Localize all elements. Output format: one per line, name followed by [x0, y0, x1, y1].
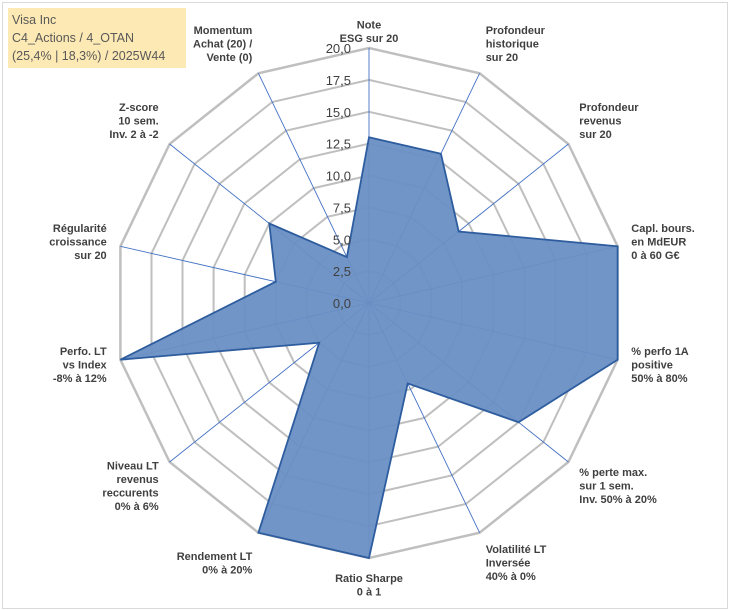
tick-label: 17,5	[326, 73, 351, 88]
axis-label: Niveau LT revenus reccurents 0% à 6%	[102, 461, 159, 514]
axis-label: Momentum Achat (20) / Vente (0)	[193, 25, 253, 64]
axis-label: Rendement LT 0% à 20%	[177, 551, 253, 577]
axis-label: Note ESG sur 20	[340, 20, 399, 46]
radar-series-area	[119, 136, 619, 560]
axis-label: Profondeur historique sur 20	[486, 25, 546, 64]
tick-label: 10,0	[326, 169, 351, 184]
tick-label: 12,5	[326, 137, 351, 152]
tick-label: 0,0	[333, 296, 351, 311]
tick-label: 20,0	[326, 41, 351, 56]
tick-label: 5,0	[333, 232, 351, 247]
axis-label: Profondeur revenus sur 20	[579, 102, 639, 141]
title-stats: (25,4% | 18,3%) / 2025W44	[12, 49, 166, 63]
title-company: Visa Inc	[12, 13, 57, 27]
axis-label: Perfo. LT vs Index -8% à 12%	[53, 346, 108, 385]
tick-label: 15,0	[326, 105, 351, 120]
axis-label: Ratio Sharpe 0 à 1	[335, 573, 403, 599]
axis-label: % perfo 1A positive 50% à 80%	[631, 346, 689, 385]
axis-label: Régularité croissance sur 20	[49, 223, 106, 262]
tick-label: 7,5	[333, 200, 351, 215]
axis-labels: Note ESG sur 20 Profondeur historique sur 20…	[49, 20, 695, 599]
tick-label: 2,5	[333, 264, 351, 279]
axis-label: Capl. bours. en MdEUR 0 à 60 G€	[631, 223, 695, 262]
radial-tick-labels: 0,0 2,5 5,0 7,5 10,0 12,5 15,0 17,5 20,0	[326, 41, 351, 311]
title-category: C4_Actions / 4_OTAN	[12, 31, 135, 45]
chart-title-box: Visa Inc C4_Actions / 4_OTAN (25,4% | 18…	[8, 8, 186, 68]
axis-label: % perte max. sur 1 sem. Inv. 50% à 20%	[579, 467, 657, 506]
axis-label: Volatilité LT Inversée 40% à 0%	[486, 544, 547, 583]
axis-label: Z-score 10 sem. Inv. 2 à -2	[109, 102, 158, 141]
